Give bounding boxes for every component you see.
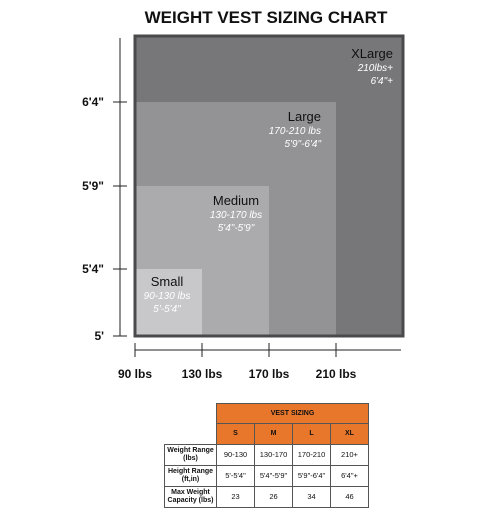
vest-sizing-table: VEST SIZING S M L XL Weight Range (lbs) … <box>164 403 369 508</box>
size-weight-xlarge: 210lbs+ <box>357 63 393 74</box>
y-tick-label: 5' <box>94 329 104 343</box>
table-row: Height Range (ft,in) 5'-5'4" 5'4"-5'9" 5… <box>164 464 369 487</box>
table-corner <box>165 404 217 424</box>
size-labels: XLarge 210lbs+ 6'4"+ Large 170-210 lbs 5'9"-6… <box>144 46 394 315</box>
table-title: VEST SIZING <box>216 403 369 424</box>
col-header-m: M <box>254 423 293 445</box>
chart-title: WEIGHT VEST SIZING CHART <box>145 8 388 27</box>
row-label-weight: Weight Range (lbs) <box>164 443 217 466</box>
table-row: Max Weight Capacity (lbs) 23 26 34 46 <box>164 485 369 508</box>
row-label-height: Height Range (ft,in) <box>164 464 217 487</box>
table-cell: 46 <box>330 485 369 508</box>
table-cell: 5'-5'4" <box>216 464 255 487</box>
col-header-l: L <box>292 423 331 445</box>
row-label-capacity: Max Weight Capacity (lbs) <box>164 485 217 508</box>
table-cell: 5'9"-6'4" <box>292 464 331 487</box>
size-label-xlarge: XLarge <box>351 46 393 61</box>
size-label-large: Large <box>288 109 321 124</box>
table-corner <box>165 424 217 445</box>
size-height-xlarge: 6'4"+ <box>371 76 394 87</box>
table-cell: 26 <box>254 485 293 508</box>
size-height-large: 5'9"-6'4" <box>285 139 322 150</box>
size-area-small <box>135 269 202 336</box>
axes: 5' 5'4" 5'9" 6'4" 90 lbs 130 lbs 170 lbs 210 lb… <box>82 34 405 381</box>
table-cell: 5'4"-5'9" <box>254 464 293 487</box>
sizing-chart: WEIGHT VEST SIZING CHART XLarge 210lbs+ 6'… <box>82 8 405 381</box>
x-tick-label: 90 lbs <box>118 367 152 381</box>
table-cell: 210+ <box>330 443 369 466</box>
x-tick-label: 170 lbs <box>249 367 290 381</box>
table-cell: 23 <box>216 485 255 508</box>
table-cell: 6'4"+ <box>330 464 369 487</box>
table-cell: 34 <box>292 485 331 508</box>
table-cell: 90-130 <box>216 443 255 466</box>
size-weight-large: 170-210 lbs <box>269 126 321 137</box>
size-label-small: Small <box>151 274 184 289</box>
size-label-medium: Medium <box>213 193 259 208</box>
table-cell: 170-210 <box>292 443 331 466</box>
size-areas <box>135 36 403 336</box>
table-row: Weight Range (lbs) 90-130 130-170 170-21… <box>164 443 369 466</box>
size-weight-medium: 130-170 lbs <box>210 210 262 221</box>
size-height-medium: 5'4"-5'9" <box>218 223 255 234</box>
col-header-xl: XL <box>330 423 369 445</box>
size-weight-small: 90-130 lbs <box>144 291 191 302</box>
col-header-s: S <box>216 423 255 445</box>
x-tick-label: 210 lbs <box>316 367 357 381</box>
chart-frame <box>133 34 405 338</box>
y-tick-label: 5'9" <box>82 179 104 193</box>
x-tick-label: 130 lbs <box>182 367 223 381</box>
table-cell: 130-170 <box>254 443 293 466</box>
y-tick-label: 6'4" <box>82 95 104 109</box>
size-height-small: 5'-5'4" <box>153 304 181 315</box>
y-tick-label: 5'4" <box>82 262 104 276</box>
